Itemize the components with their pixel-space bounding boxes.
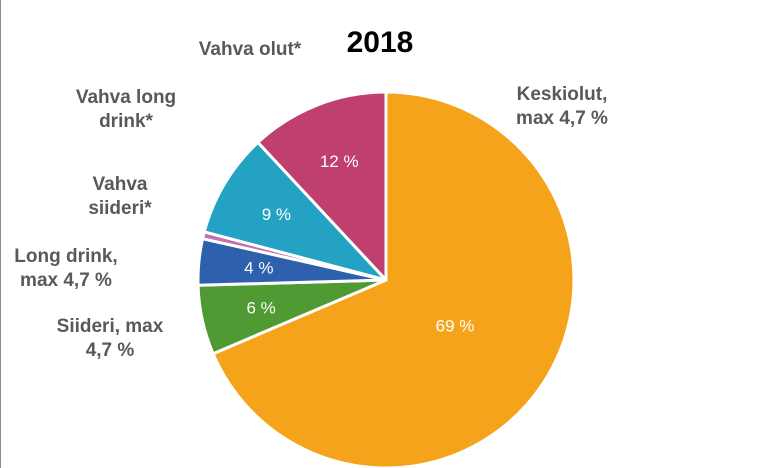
slice-category-label-line: drink* <box>99 111 153 132</box>
pie-slice <box>256 90 388 282</box>
slice-category-label-line: Long drink, <box>14 246 117 267</box>
slice-category-label-line: Siideri, max <box>57 316 164 337</box>
slice-category-label-line: max 4,7 % <box>20 270 112 291</box>
pie-slice <box>211 90 576 468</box>
slice-category-label: Long drink, max 4,7 % <box>14 246 117 291</box>
slice-category-label-line: max 4,7 % <box>516 108 608 129</box>
slice-category-label: Vahva siideri* <box>88 174 152 219</box>
slice-value-label: 9 % <box>262 205 291 224</box>
slice-category-label-line: Keskiolut, <box>517 84 608 105</box>
pie-slice <box>202 140 388 282</box>
slices-group <box>196 90 576 468</box>
category-labels-group: Keskiolut, max 4,7 % Siideri, max 4,7 % Long… <box>14 39 608 361</box>
frame-border <box>0 0 1 468</box>
slice-value-label: 69 % <box>436 317 475 336</box>
slice-category-label-line: Vahva <box>93 174 148 195</box>
slice-value-label: 12 % <box>320 152 359 171</box>
slice-value-label: 4 % <box>244 259 273 278</box>
chart-title: 2018 <box>347 26 414 59</box>
slice-category-label-line: 4,7 % <box>86 340 135 361</box>
slice-category-label: Keskiolut, max 4,7 % <box>516 84 608 129</box>
slice-category-label: Siideri, max 4,7 % <box>57 316 164 361</box>
slice-category-label: Vahva long drink* <box>76 87 176 132</box>
slice-category-label-line: Vahva long <box>76 87 176 108</box>
slice-category-label: Vahva olut* <box>199 39 302 60</box>
value-labels-group: 69 % 6 % 4 % 9 % 12 % <box>244 152 474 336</box>
slice-value-label: 6 % <box>246 298 275 317</box>
slice-category-label-line: siideri* <box>88 198 152 219</box>
slice-category-label-line: Vahva olut* <box>199 39 302 60</box>
